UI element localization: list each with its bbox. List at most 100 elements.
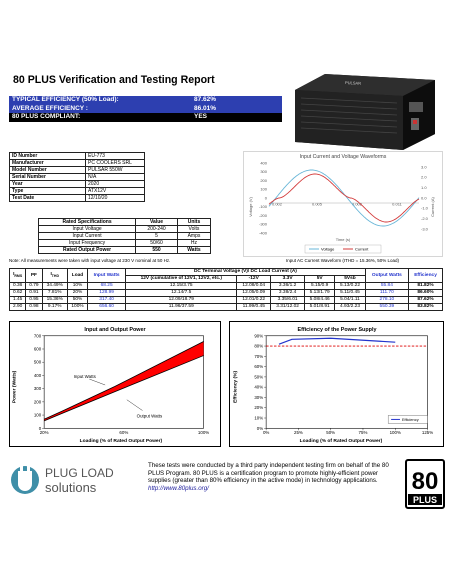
- info-value: EU-773: [85, 152, 145, 160]
- summary-value: 87.62%: [194, 96, 217, 103]
- footer-description: These tests were conducted by a third pa…: [148, 462, 389, 485]
- legend-voltage: Voltage: [321, 247, 335, 252]
- waveform-ytick-left: 0: [265, 195, 268, 200]
- rated-cell: Rated Output Power: [37, 246, 137, 254]
- waveform-ytick-left: -300: [259, 222, 268, 227]
- chart2-ytick: 50%: [254, 374, 263, 379]
- rated-row: Input Voltage 200-240 Volts: [37, 225, 212, 233]
- chart2-xtick: 0%: [263, 430, 269, 435]
- efficiency-chart: Efficiency of the Power Supply 0% 10% 20% 3…: [229, 321, 444, 447]
- table-cell: 5.01/8.91: [304, 303, 336, 311]
- chart1-ytick: 400: [34, 373, 42, 378]
- legend-current: Current: [355, 247, 369, 252]
- table-cell: 317.40: [87, 296, 127, 304]
- table-cell: 0.95: [25, 296, 43, 304]
- table-cell: 278.10: [364, 296, 410, 304]
- table-row: 1.45 0.95 15.36% 50% 317.40 12.09/18.79 12.01/…: [8, 296, 443, 304]
- plug-load-solutions-logo: PLUG LOAD solutions: [11, 465, 114, 495]
- table-cell: 12.01/0.22: [236, 296, 272, 304]
- chart2-ytick: 60%: [254, 364, 263, 369]
- chart2-xtick: 50%: [326, 430, 335, 435]
- chart1-xlabel: Loading (% of Rated Output Power): [80, 438, 163, 444]
- chart2-ytick: 40%: [254, 385, 263, 390]
- chart2-ylabel: Efficiency (%): [233, 371, 239, 404]
- table-cell: 5.08/4.46: [304, 296, 336, 304]
- table-cell: 5.13/1.79: [304, 289, 336, 297]
- waveform-ytick-right: 1.0: [421, 185, 427, 190]
- chart1-xtick: 20%: [40, 430, 49, 435]
- table-cell: 3.36/1.2: [270, 282, 306, 290]
- info-row: Type ATX12V: [9, 187, 145, 195]
- chart1-title: Input and Output Power: [84, 327, 146, 333]
- table-cell: 0.79: [25, 282, 43, 290]
- info-value: N/A: [85, 173, 145, 181]
- info-table: ID Number EU-773 Manufacturer PC COOLERS SR…: [9, 152, 145, 202]
- table-cell: 2.90: [8, 303, 27, 311]
- chart1-ytick: 600: [34, 346, 42, 351]
- col-irms: IRMS: [8, 268, 27, 283]
- col-5vsb: 5Vsb: [334, 275, 366, 283]
- table-cell: 3.31/12.02: [270, 303, 306, 311]
- waveform-ytick-right: -3.0: [421, 226, 429, 231]
- table-cell: 11.99/0.45: [236, 303, 272, 311]
- table-cell: 12.09/18.79: [125, 296, 238, 304]
- rated-cell: Watts: [176, 246, 212, 254]
- waveform-xtick: 0.011: [392, 202, 402, 207]
- table-cell: 12.05/0.09: [236, 289, 272, 297]
- chart2-xtick: 125%: [422, 430, 433, 435]
- table-cell: 5.11/0.45: [334, 289, 366, 297]
- summary-box: TYPICAL EFFICIENCY (50% Load): 87.62% AV…: [9, 96, 282, 124]
- chart1-ytick: 200: [34, 399, 42, 404]
- rated-row: Input Frequency 50/60 Hz: [37, 239, 212, 247]
- table-cell: 12.15/3.75: [125, 282, 238, 290]
- col-efficiency: Efficiency: [408, 268, 443, 283]
- rated-cell: Volts: [176, 225, 212, 233]
- info-value: ATX12V: [85, 187, 145, 195]
- table-cell: 34.49%: [41, 282, 68, 290]
- col-load: Load: [66, 268, 89, 283]
- chart2-xtick: 25%: [294, 430, 303, 435]
- chart2-ytick: 20%: [254, 405, 263, 410]
- footer-link[interactable]: http://www.80plus.org/: [148, 484, 209, 492]
- waveform-ytick-right: 3.0: [421, 164, 427, 169]
- table-cell: 81.82%: [408, 282, 443, 290]
- info-key: Type: [9, 187, 86, 195]
- info-value: PC COOLERS SRL: [85, 159, 145, 167]
- rated-cell: Input Frequency: [37, 239, 137, 247]
- report-title: 80 PLUS Verification and Testing Report: [13, 74, 215, 86]
- col-3v3: 3.3V: [270, 275, 306, 283]
- efficiency-line: [278, 337, 396, 345]
- table-cell: 128.99: [87, 289, 127, 297]
- info-key: Serial Number: [9, 173, 86, 181]
- rated-cell: 5: [135, 232, 178, 240]
- svg-text:PULSAR: PULSAR: [345, 80, 361, 86]
- col-12v: 12V (cumulative of 12V1, 12V2, etc.): [125, 275, 238, 283]
- chart2-ytick: 90%: [254, 333, 263, 338]
- rated-cell: 200-240: [135, 225, 178, 233]
- table-cell: 0.91: [25, 289, 43, 297]
- chart1-ytick: 700: [34, 333, 42, 338]
- input-watts-label: Input Watts: [74, 374, 97, 379]
- chart1-ytick: 300: [34, 386, 42, 391]
- chart2-ytick: 70%: [254, 354, 263, 359]
- summary-label: TYPICAL EFFICIENCY (50% Load):: [12, 96, 119, 103]
- table-cell: 83.82%: [408, 303, 443, 311]
- chart1-ytick: 100: [34, 413, 42, 418]
- table-cell: 50%: [66, 296, 89, 304]
- input-output-power-chart: Input and Output Power 0 100 200 300 400 500 6…: [9, 321, 221, 447]
- summary-row-compliant: 80 PLUS COMPLIANT: YES: [9, 113, 282, 122]
- summary-label: AVERAGE EFFICIENCY :: [12, 104, 88, 112]
- chart2-legend: [387, 415, 428, 424]
- table-cell: 5.04/1.11: [334, 296, 366, 304]
- rated-specs-table: Rated Specifications Value Units Input V…: [37, 218, 212, 254]
- table-cell: 0.62: [8, 289, 27, 297]
- info-key: Manufacturer: [9, 159, 86, 167]
- chart1-ytick: 0: [39, 426, 42, 431]
- rated-header-units: Units: [176, 218, 212, 226]
- col-pf: PF: [25, 268, 43, 283]
- table-cell: 9.17%: [41, 303, 68, 311]
- waveform-ytick-right: -1.0: [421, 206, 429, 211]
- info-value: 12/10/20: [85, 194, 145, 202]
- chart1-ytick: 500: [34, 360, 42, 365]
- power-supply-image: PULSAR: [295, 74, 435, 150]
